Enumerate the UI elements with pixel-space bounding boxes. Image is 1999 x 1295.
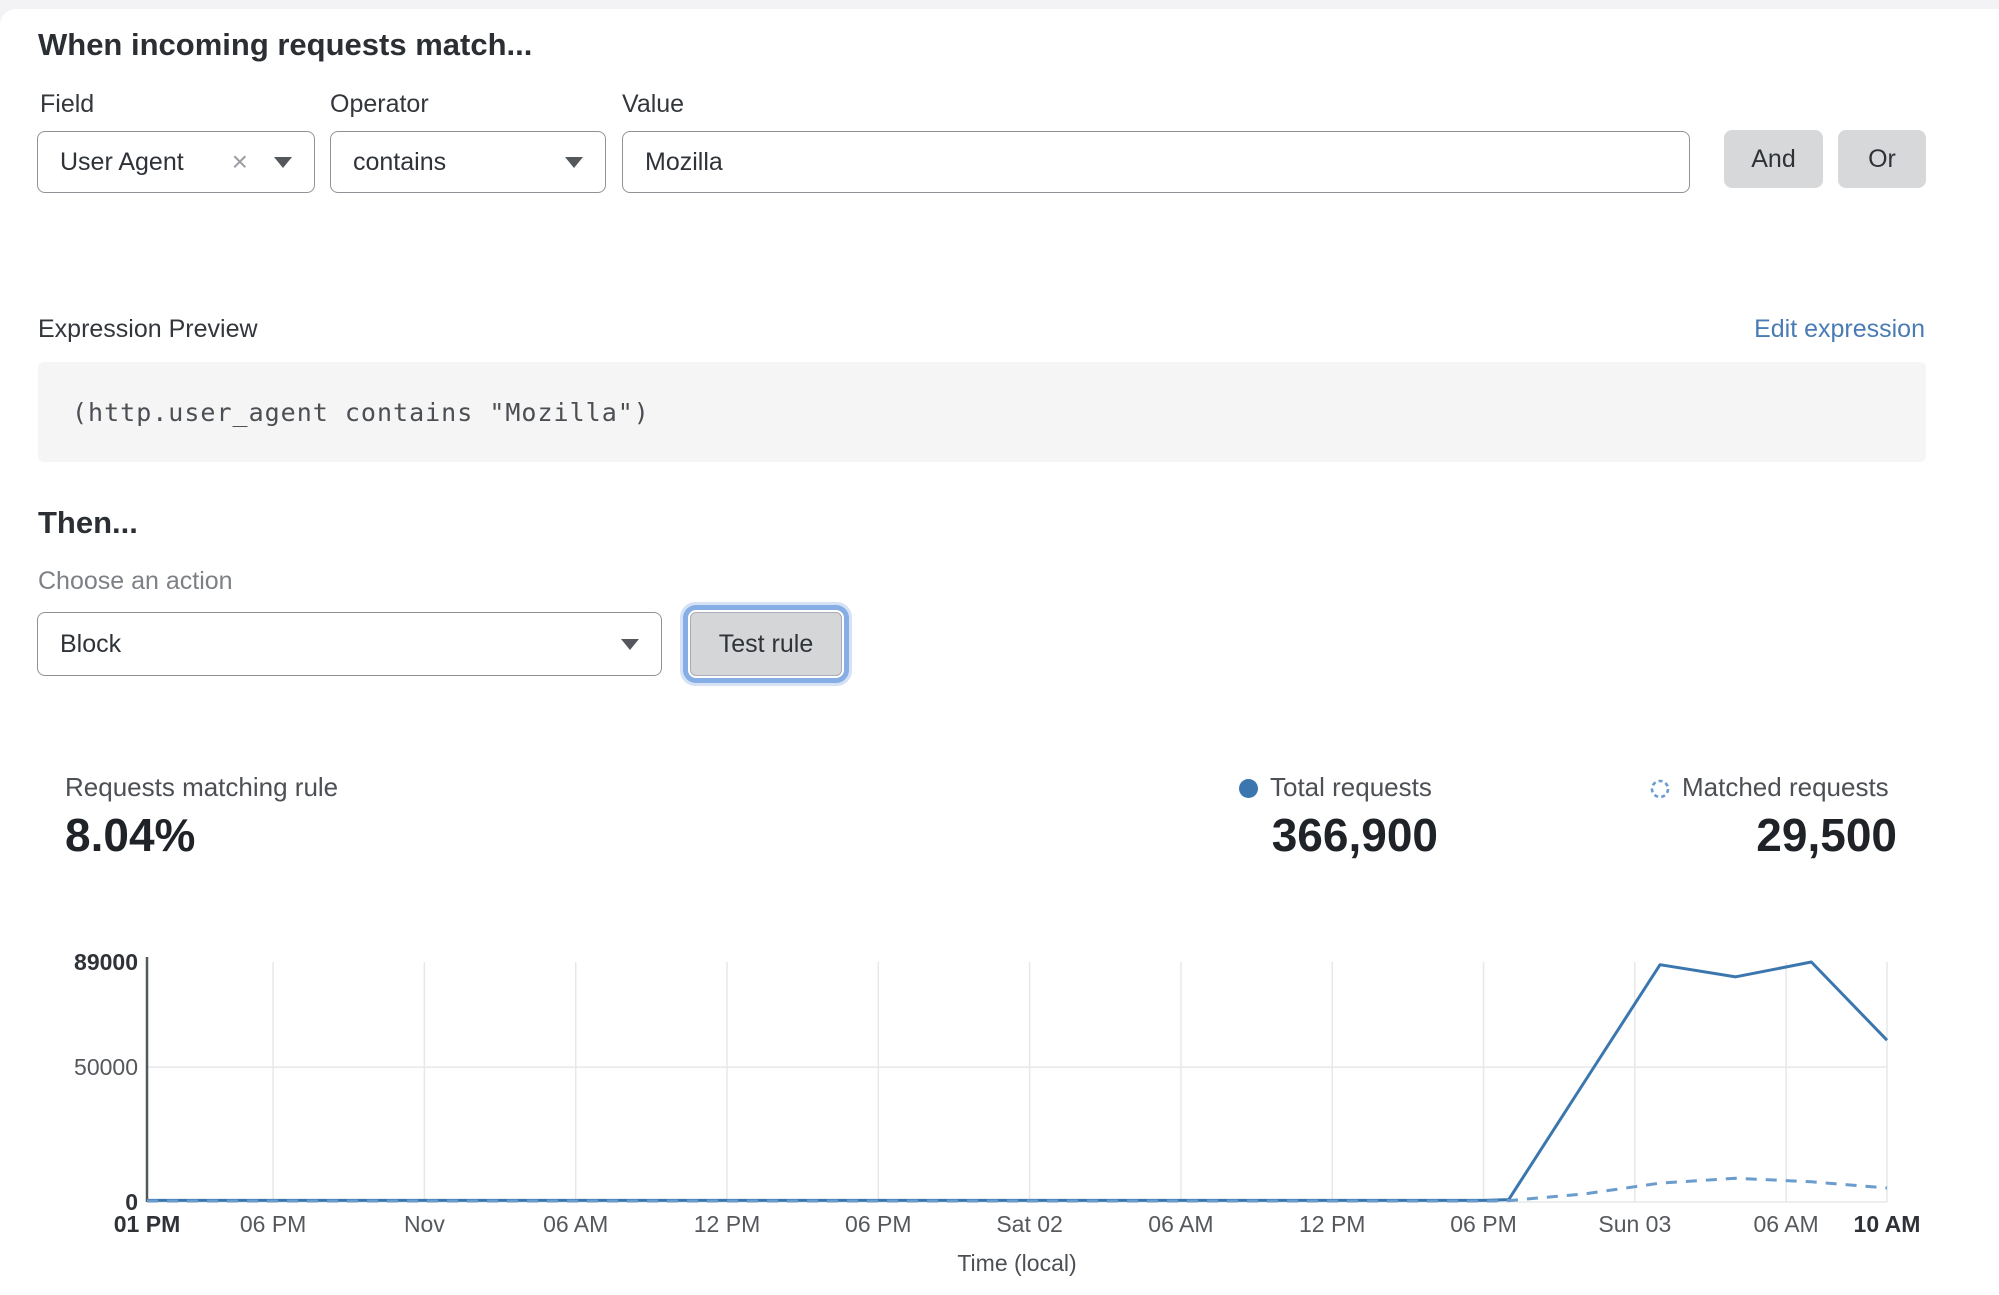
field-select[interactable]: User Agent × [37, 131, 315, 193]
series-line-dashed [147, 1176, 1888, 1203]
x-tick-label: Sat 02 [996, 1211, 1063, 1237]
y-tick-label: 50000 [74, 1054, 138, 1080]
x-tick-label: 06 AM [543, 1211, 608, 1237]
chevron-down-icon[interactable] [565, 156, 583, 168]
y-tick-label: 0 [125, 1189, 138, 1215]
requests-chart: 0 50000 89000 01 PM 06 PM Nov 06 AM 12 PM 06 PM S… [74, 949, 1921, 1276]
action-select-value: Block [60, 629, 122, 658]
x-tick-label: 10 AM [1854, 1211, 1921, 1237]
test-rule-button[interactable]: Test rule [690, 612, 842, 676]
x-tick-label: 01 PM [114, 1211, 180, 1237]
x-tick-label: 06 AM [1754, 1211, 1819, 1237]
choose-action-label: Choose an action [38, 567, 233, 595]
rule-builder-card: When incoming requests match... Field Op… [0, 9, 1999, 1295]
clear-icon[interactable]: × [231, 146, 248, 177]
y-tick-label: 89000 [74, 949, 138, 975]
x-tick-label: 06 PM [240, 1211, 306, 1237]
total-requests-label: Total requests [1270, 772, 1432, 802]
x-tick-label: 06 PM [845, 1211, 911, 1237]
series-line-solid [147, 960, 1889, 1202]
operator-select-value: contains [353, 147, 447, 176]
x-tick-label: 06 PM [1450, 1211, 1516, 1237]
x-tick-label: Sun 03 [1598, 1211, 1671, 1237]
expression-preview-label: Expression Preview [38, 315, 258, 343]
expression-code-box: (http.user_agent contains "Mozilla") [38, 362, 1926, 462]
matched-requests-value: 29,500 [1756, 809, 1897, 861]
total-requests-value: 366,900 [1271, 809, 1438, 861]
x-tick-label: 06 AM [1148, 1211, 1213, 1237]
x-axis-title: Time (local) [957, 1250, 1076, 1276]
total-requests-dot-icon [1239, 779, 1258, 798]
operator-select[interactable]: contains [330, 131, 606, 193]
x-tick-label: 12 PM [694, 1211, 760, 1237]
value-input[interactable] [622, 131, 1690, 193]
requests-matching-label: Requests matching rule [65, 772, 339, 802]
and-button[interactable]: And [1724, 130, 1823, 188]
x-tick-label: 12 PM [1299, 1211, 1365, 1237]
field-select-value: User Agent [60, 147, 184, 176]
or-button[interactable]: Or [1838, 130, 1926, 188]
matched-requests-label: Matched requests [1682, 772, 1889, 802]
chevron-down-icon[interactable] [621, 638, 639, 650]
when-match-heading: When incoming requests match... [38, 27, 533, 62]
edit-expression-link[interactable]: Edit expression [1754, 315, 1925, 343]
x-tick-label: Nov [404, 1211, 445, 1237]
value-label: Value [622, 90, 685, 118]
then-heading: Then... [38, 505, 138, 540]
expression-code: (http.user_agent contains "Mozilla") [72, 397, 650, 427]
operator-label: Operator [330, 90, 429, 118]
matched-requests-dashed-circle-icon [1650, 779, 1670, 799]
requests-matching-value: 8.04% [65, 809, 196, 861]
chevron-down-icon[interactable] [274, 156, 292, 168]
field-label: Field [40, 90, 95, 118]
action-select[interactable]: Block [37, 612, 662, 676]
